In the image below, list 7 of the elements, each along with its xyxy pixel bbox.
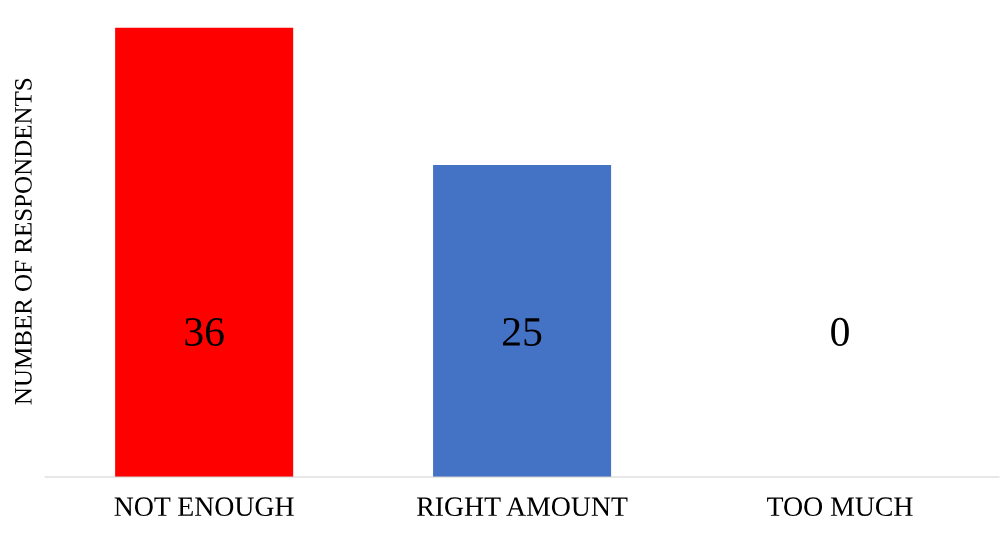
x-tick-label: NOT ENOUGH	[114, 497, 294, 517]
data-label: 0	[831, 317, 849, 346]
x-tick-label: TOO MUCH	[767, 497, 913, 517]
data-label: 25	[503, 317, 542, 346]
data-label: 36	[185, 317, 224, 346]
x-tick-label: RIGHT AMOUNT	[417, 497, 628, 517]
y-axis-title: NUMBER OF RESPONDENTS	[14, 78, 32, 405]
